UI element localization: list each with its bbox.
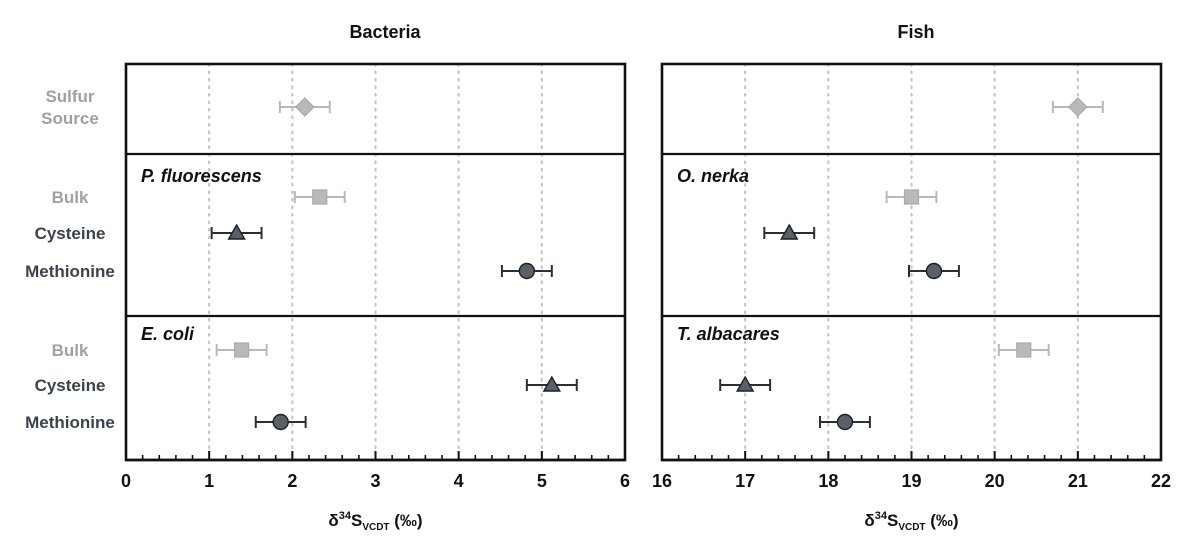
x-axis-label: δ34SVCDT (‰) [864, 510, 958, 533]
row-label: Bulk [52, 341, 89, 360]
data-point-diamond [1067, 97, 1088, 117]
data-point-diamond [294, 97, 315, 117]
data-point-triangle [735, 375, 755, 392]
row-label: Cysteine [35, 376, 106, 395]
group-label: T. albacares [677, 324, 780, 344]
row-label: Cysteine [35, 224, 106, 243]
x-tick-label: 16 [652, 471, 672, 491]
chart-panel-1: Fish 16 17 18 19 20 21 22 δ34SVCDT (‰) O. nerka T.… [652, 22, 1171, 533]
panel-title: Fish [897, 22, 934, 42]
data-point-square [234, 342, 250, 358]
row-label: Bulk [52, 188, 89, 207]
row-label: Source [41, 109, 99, 128]
data-point-circle [925, 262, 943, 280]
x-tick-label: 22 [1151, 471, 1171, 491]
data-point-square [312, 189, 328, 205]
x-axis-label: δ34SVCDT (‰) [328, 510, 422, 533]
x-tick-label: 5 [537, 471, 547, 491]
data-point-circle [272, 413, 289, 431]
x-tick-label: 17 [735, 471, 755, 491]
x-tick-label: 20 [985, 471, 1005, 491]
panel-title: Bacteria [349, 22, 421, 42]
group-label: E. coli [141, 324, 195, 344]
chart-panel-0: Bacteria 0 1 2 3 4 5 6 δ34SVCDT (‰) Sulfur Source P… [25, 22, 630, 533]
data-point-triangle [542, 375, 562, 392]
x-tick-label: 18 [818, 471, 838, 491]
x-tick-label: 0 [121, 471, 131, 491]
x-tick-label: 6 [620, 471, 630, 491]
x-tick-label: 1 [204, 471, 214, 491]
row-label: Sulfur [45, 87, 94, 106]
x-tick-label: 19 [901, 471, 921, 491]
group-label: P. fluorescens [141, 166, 262, 186]
x-tick-label: 21 [1068, 471, 1088, 491]
data-point-triangle [227, 223, 246, 240]
x-tick-label: 2 [287, 471, 297, 491]
x-tick-label: 4 [454, 471, 464, 491]
data-point-triangle [780, 223, 799, 240]
row-label: Methionine [25, 262, 115, 281]
x-tick-label: 3 [370, 471, 380, 491]
data-point-square [1016, 342, 1032, 358]
data-point-square [903, 189, 920, 205]
group-label: O. nerka [677, 166, 749, 186]
row-label: Methionine [25, 413, 115, 432]
data-point-circle [518, 262, 536, 280]
data-point-circle [836, 413, 854, 431]
